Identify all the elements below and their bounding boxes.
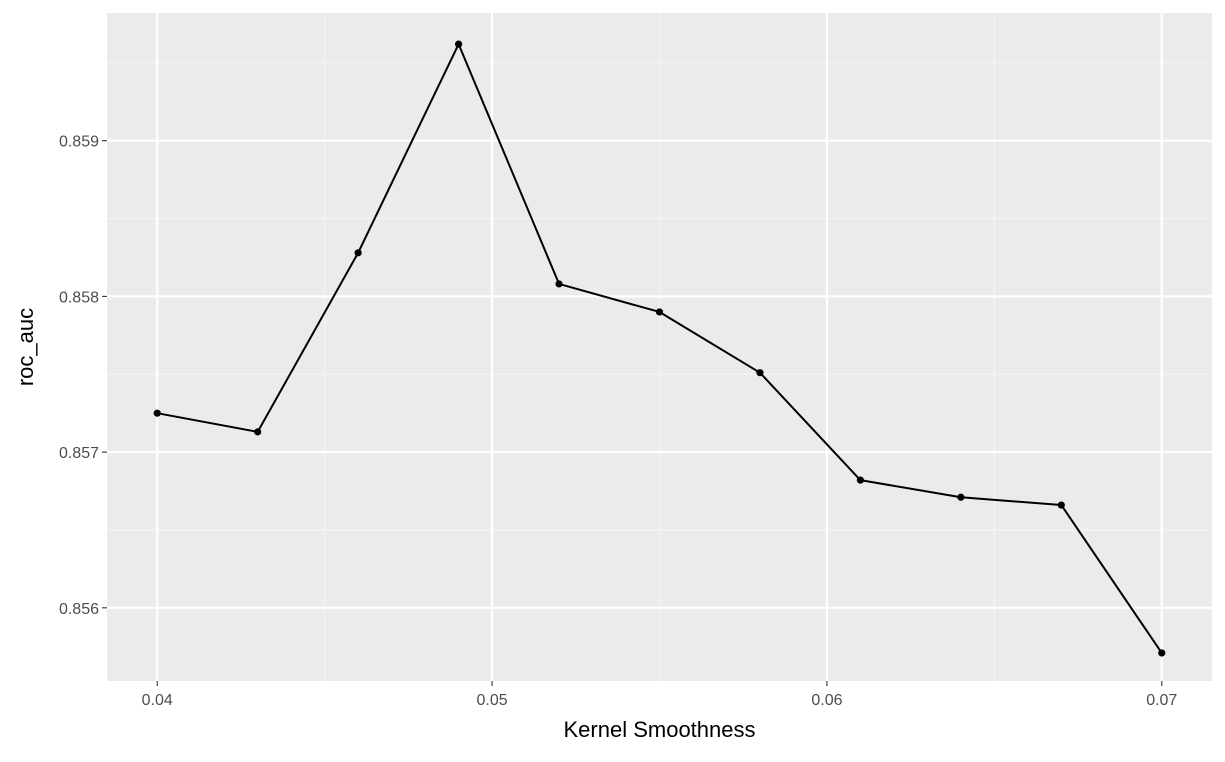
x-tick-label: 0.04 <box>142 692 173 709</box>
data-point <box>153 409 161 417</box>
minor-grid <box>107 13 1212 681</box>
y-tick-label: 0.858 <box>59 289 99 306</box>
x-tick-label: 0.07 <box>1146 692 1177 709</box>
x-tick-label: 0.05 <box>477 692 508 709</box>
data-point <box>254 428 262 436</box>
series-layer <box>153 40 1166 657</box>
x-tick-label: 0.06 <box>811 692 842 709</box>
y-tick-label: 0.856 <box>59 601 99 618</box>
data-point <box>856 476 865 484</box>
data-point <box>354 249 362 257</box>
data-point <box>1057 501 1065 509</box>
y-tick-label: 0.859 <box>59 134 99 151</box>
data-point <box>756 369 764 377</box>
data-point <box>655 308 664 316</box>
x-axis-ticks: 0.04 0.05 0.06 0.07 <box>142 681 1177 709</box>
data-point <box>1158 649 1166 657</box>
x-axis-title: Kernel Smoothness <box>564 717 756 742</box>
data-point <box>957 493 965 501</box>
y-axis-title: roc_auc <box>13 308 38 386</box>
data-point <box>555 280 563 288</box>
y-tick-label: 0.857 <box>59 445 99 462</box>
data-point <box>454 40 463 48</box>
y-axis-ticks: 0.856 0.857 0.858 0.859 <box>59 134 107 618</box>
